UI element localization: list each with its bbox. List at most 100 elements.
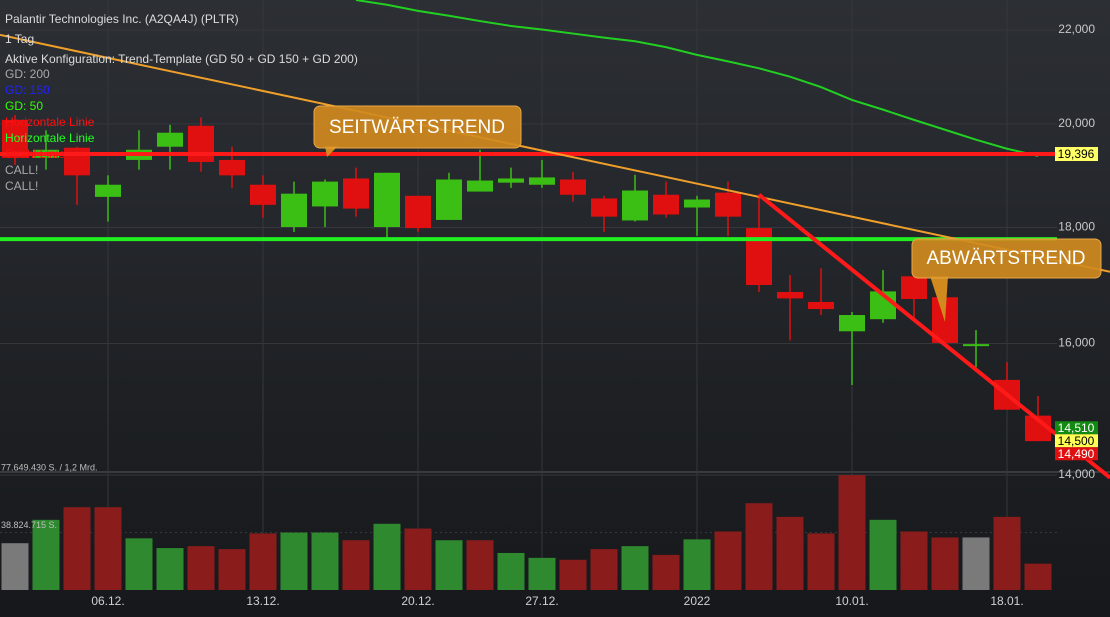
x-tick-label: 13.12.	[246, 594, 279, 608]
volume-bar	[125, 538, 153, 590]
candle-body	[653, 194, 679, 215]
volume-bar	[156, 548, 184, 590]
volume-bar	[652, 554, 680, 590]
price-tag: 14,490	[1058, 447, 1095, 461]
volume-bar	[249, 533, 277, 590]
volume-bar	[993, 516, 1021, 590]
candle-body	[777, 291, 803, 299]
x-tick-label: 27.12.	[525, 594, 558, 608]
x-tick-label: 10.01.	[835, 594, 868, 608]
volume-bar	[435, 540, 463, 590]
volume-bar	[63, 507, 91, 590]
volume-bar	[94, 507, 122, 590]
volume-bar	[776, 516, 804, 590]
price-tag-bg	[1055, 447, 1098, 461]
candle-body	[405, 195, 431, 229]
callout-box	[911, 238, 1102, 279]
volume-bar	[373, 523, 401, 590]
price-tag: 19,396	[1058, 147, 1095, 161]
volume-bar	[1, 543, 29, 590]
volume-bar	[280, 532, 308, 590]
trend-line	[757, 193, 1110, 480]
volume-bar	[869, 519, 897, 590]
volume-bar	[32, 519, 60, 590]
volume-bar	[590, 549, 618, 590]
trend-line	[0, 33, 1110, 273]
callout-box	[313, 105, 522, 149]
candle-body	[281, 193, 307, 228]
candle-body	[622, 190, 648, 221]
y-tick-label: 18,000	[1058, 220, 1095, 234]
legend-entry: Horizontale Linie	[5, 115, 95, 129]
candle-body	[498, 178, 524, 183]
volume-bar	[218, 549, 246, 590]
x-tick-label: 20.12.	[401, 594, 434, 608]
candle-body	[560, 179, 586, 195]
volume-bar	[311, 532, 339, 590]
callout-text: SEITWÄRTSTREND	[329, 117, 505, 138]
candle-body	[901, 276, 927, 300]
candle-body	[219, 159, 245, 176]
callout-pointer	[325, 146, 338, 157]
legend-entry: GD: 200	[5, 67, 50, 81]
price-tag: 14,510	[1058, 421, 1095, 435]
candle-body	[808, 301, 834, 310]
volume-bar	[559, 559, 587, 590]
legend-entry: CALL!	[5, 163, 38, 177]
x-tick-label: 18.01.	[990, 594, 1023, 608]
volume-bar	[404, 528, 432, 590]
x-tick-label: 06.12.	[91, 594, 124, 608]
volume-bar	[900, 531, 928, 590]
volume-bar	[497, 552, 525, 590]
volume-bar	[714, 531, 742, 590]
candle-body	[715, 192, 741, 217]
price-tag: 14,500	[1058, 434, 1095, 448]
volume-bar	[621, 546, 649, 590]
candle-body	[591, 198, 617, 217]
y-tick-label: 22,000	[1058, 22, 1095, 36]
legend-entry: Horizontale Linie	[5, 131, 95, 145]
callout-pointer	[930, 276, 948, 322]
x-tick-label: 2022	[684, 594, 711, 608]
candle-body	[95, 184, 121, 197]
price-tag-bg	[1055, 434, 1098, 448]
volume-bar	[466, 540, 494, 590]
volume-tick-label: 77.649.430 S. / 1,2 Mrd.	[1, 462, 98, 472]
candle-body	[963, 344, 989, 347]
candle-body	[157, 132, 183, 147]
volume-tick-label: 38.824.715 S.	[1, 520, 57, 530]
candle-body	[529, 177, 555, 185]
y-tick-label: 14,000	[1058, 467, 1095, 481]
legend-entry: GD: 50	[5, 99, 43, 113]
volume-bar	[528, 557, 556, 590]
legend-entry: GD: 150	[5, 83, 50, 97]
legend-entry: Strahl Linie	[5, 147, 65, 161]
y-tick-label: 20,000	[1058, 116, 1095, 130]
candle-body	[467, 180, 493, 192]
candle-body	[312, 181, 338, 207]
candle-body	[250, 184, 276, 205]
candle-body	[188, 125, 214, 162]
candle-body	[746, 228, 772, 285]
candle-body	[839, 315, 865, 332]
chart-subtitle: 1 Tag	[5, 32, 34, 46]
moving-average-line	[355, 0, 1039, 157]
price-tag-bg	[1055, 147, 1098, 162]
volume-bar	[745, 503, 773, 590]
volume-bar	[838, 475, 866, 590]
legend-entry: CALL!	[5, 179, 38, 193]
volume-bar	[931, 537, 959, 590]
volume-bar	[962, 537, 990, 590]
candle-body	[374, 172, 400, 228]
candle-body	[2, 119, 28, 158]
volume-bar	[1024, 563, 1052, 590]
candle-body	[436, 179, 462, 220]
price-tag-bg	[1055, 421, 1098, 435]
volume-bar	[807, 533, 835, 590]
volume-bar	[342, 540, 370, 590]
volume-bar	[187, 546, 215, 590]
candle-body	[64, 147, 90, 176]
